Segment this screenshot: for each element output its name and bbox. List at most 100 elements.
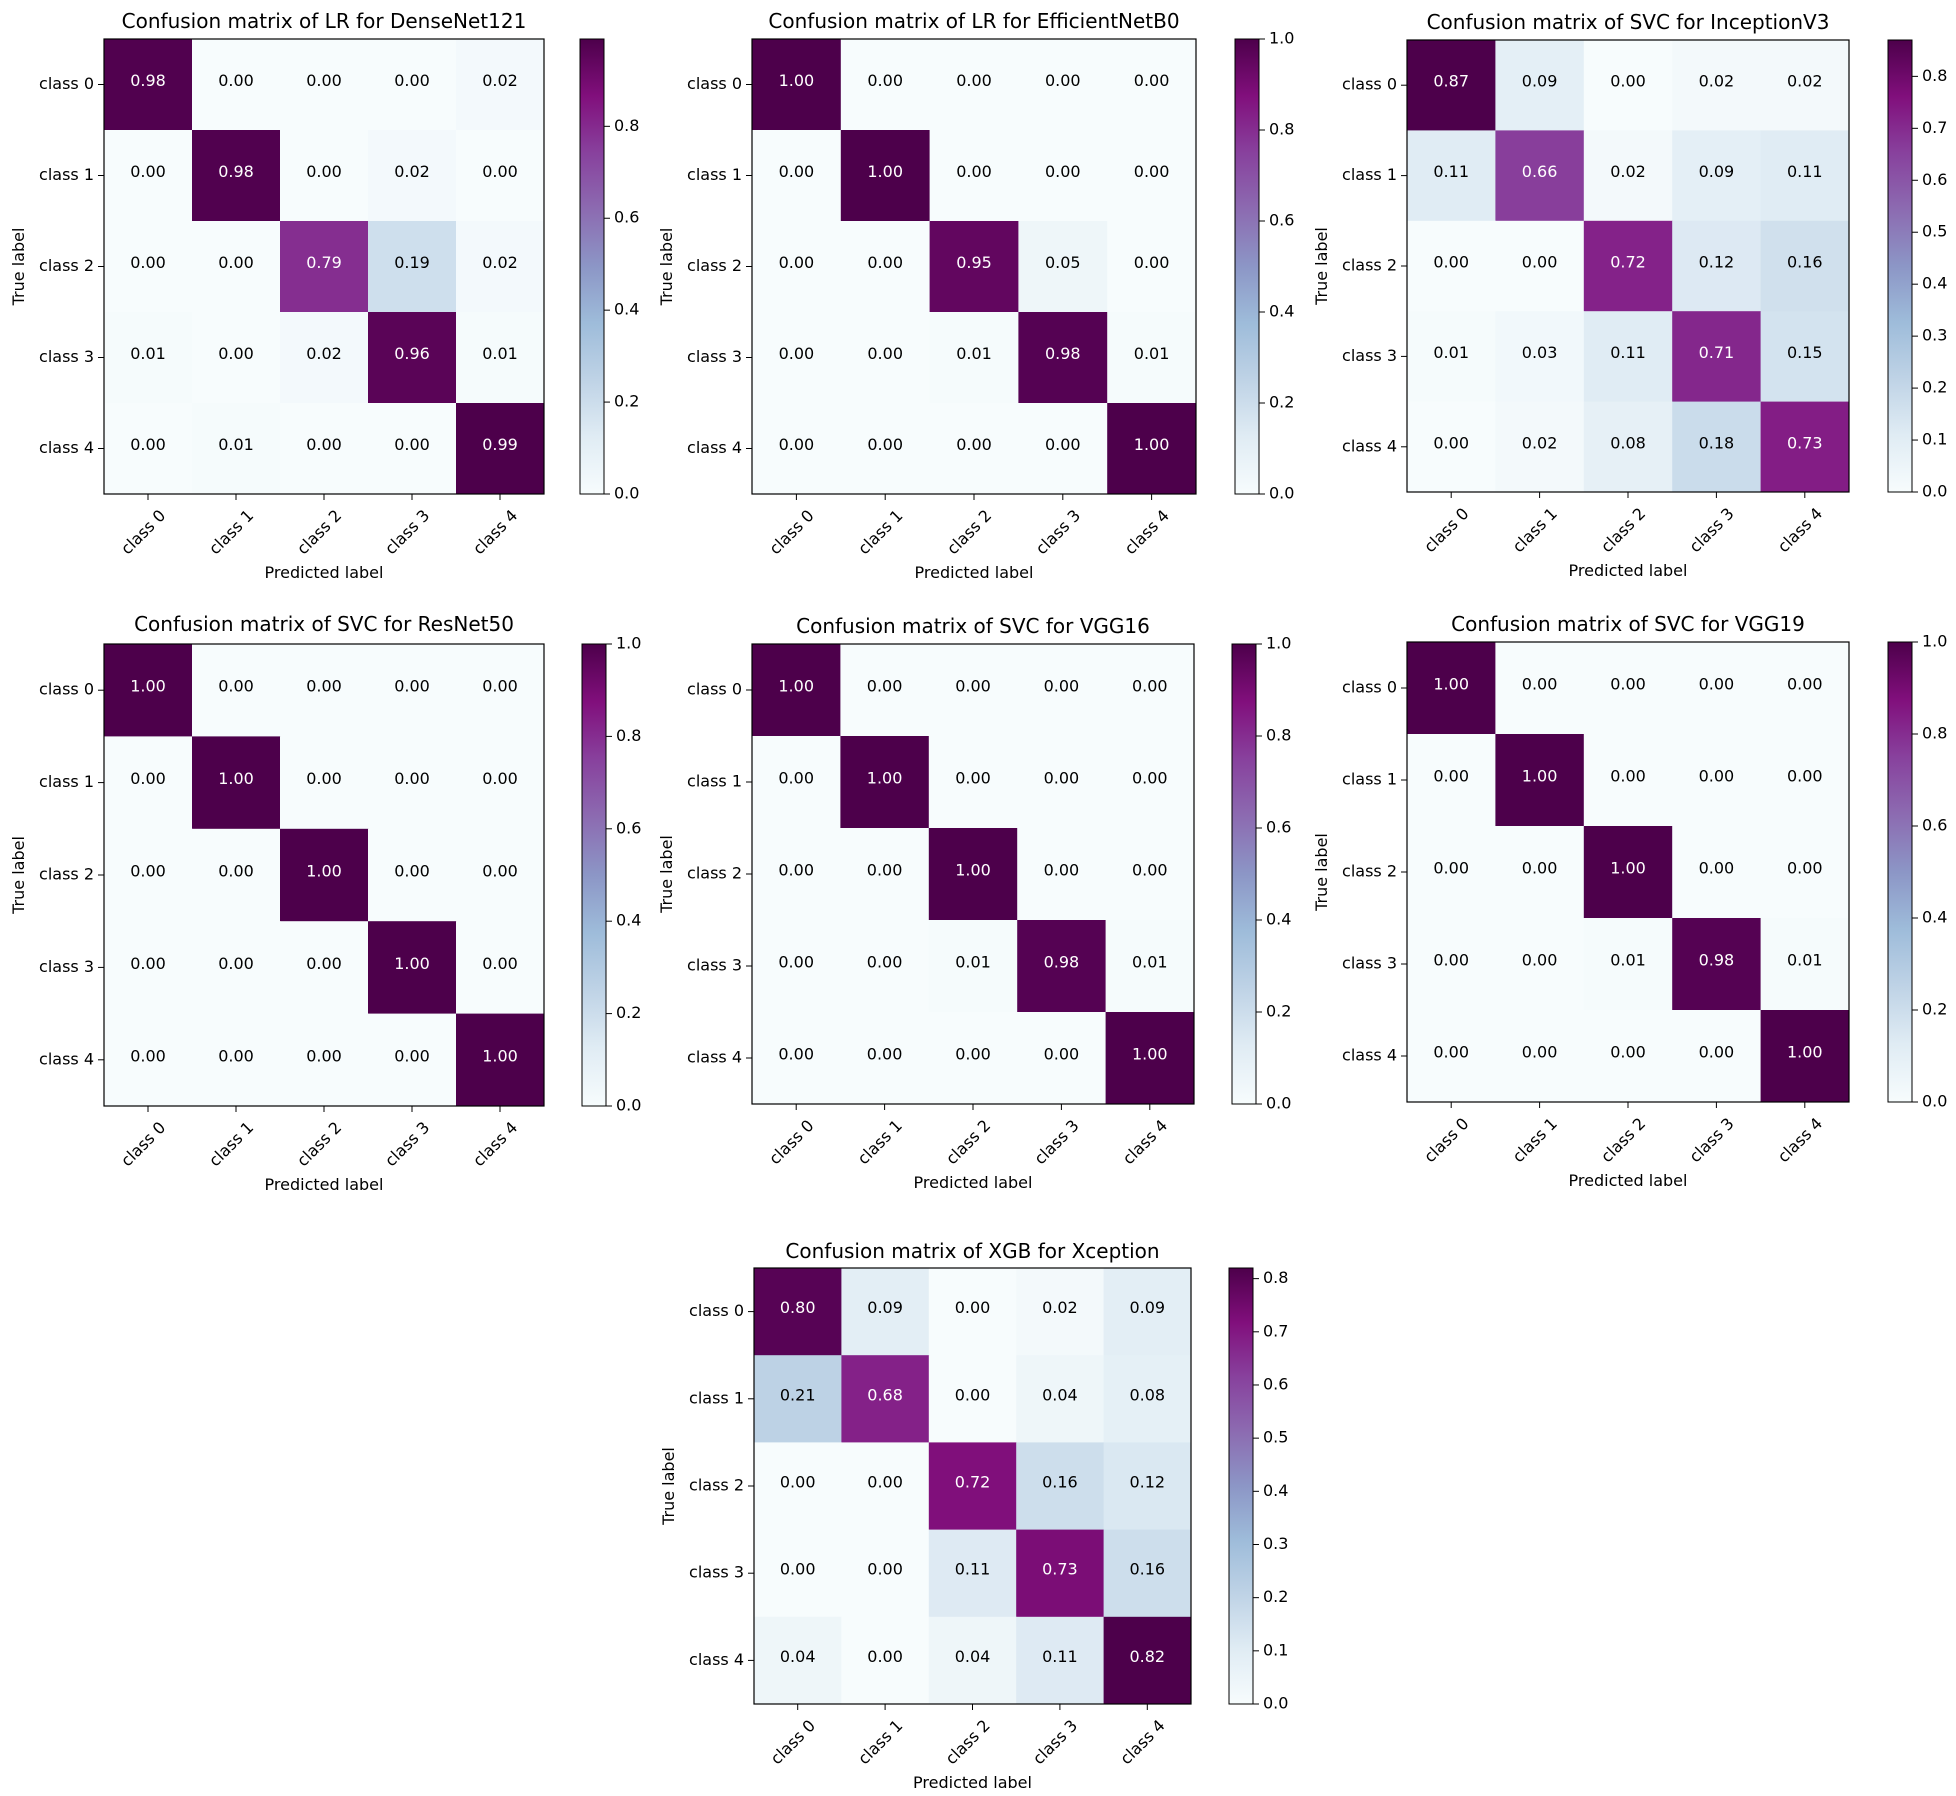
colorbar-tick-label: 0.4 [1922, 274, 1947, 293]
colorbar-tick-label: 0.2 [1922, 1000, 1947, 1019]
cell-value-label: 0.00 [1522, 951, 1558, 970]
heatmap-cell [840, 312, 931, 404]
cell-value-label: 0.19 [394, 253, 430, 272]
cell-value-label: 0.00 [218, 1046, 254, 1065]
heatmap-cell [1583, 401, 1673, 493]
cell-value-label: 0.00 [1134, 162, 1170, 181]
cell-value-label: 0.02 [1699, 72, 1735, 91]
confusion-matrix-panel: Confusion matrix of LR for EfficientNetB… [657, 9, 1294, 582]
colorbar-tick-label: 0.0 [1922, 482, 1947, 501]
colorbar-tick-label: 0.2 [616, 1003, 641, 1022]
colorbar-tick-label: 1.0 [1266, 634, 1291, 653]
heatmap-cell [1672, 311, 1762, 403]
cell-value-label: 0.00 [1787, 675, 1823, 694]
colorbar-tick-label: 0.8 [1269, 120, 1294, 139]
colorbar-tick-label: 0.2 [1922, 378, 1947, 397]
cell-value-label: 1.00 [394, 954, 430, 973]
cell-value-label: 0.00 [780, 1473, 816, 1492]
heatmap-cell [1016, 1529, 1105, 1618]
y-tick-label: class 4 [687, 438, 742, 457]
heatmap-cell [1017, 828, 1107, 921]
colorbar-tick-label: 0.6 [616, 818, 641, 837]
cell-value-label: 0.00 [1699, 767, 1735, 786]
heatmap-cell [754, 1355, 842, 1443]
cell-value-label: 0.00 [394, 1046, 430, 1065]
heatmap-cell [1760, 918, 1850, 1011]
x-tick-label: class 1 [205, 1118, 257, 1170]
cell-value-label: 0.00 [1134, 71, 1170, 90]
cell-value-label: 0.00 [1045, 435, 1081, 454]
cell-value-label: 0.00 [482, 162, 518, 181]
heatmap-cell [752, 644, 841, 737]
cell-value-label: 1.00 [482, 1046, 518, 1065]
cell-value-label: 0.00 [130, 954, 166, 973]
colorbar-tick-label: 0.5 [1922, 222, 1947, 241]
cell-value-label: 0.00 [130, 862, 166, 881]
cell-value-label: 0.00 [130, 769, 166, 788]
cell-value-label: 0.00 [1044, 769, 1080, 788]
heatmap-cell [1017, 736, 1107, 829]
cell-value-label: 0.00 [1699, 859, 1735, 878]
cell-value-label: 1.00 [306, 862, 342, 881]
y-axis-label: True label [659, 1447, 678, 1526]
heatmap-cell [368, 921, 457, 1015]
y-tick-label: class 0 [689, 1301, 744, 1320]
colorbar-tick-label: 0.4 [1922, 908, 1947, 927]
cell-value-label: 0.00 [482, 677, 518, 696]
cell-value-label: 0.00 [1699, 1043, 1735, 1062]
cell-value-label: 0.00 [482, 954, 518, 973]
heatmap-cell [1495, 826, 1585, 919]
cell-value-label: 0.04 [955, 1647, 991, 1666]
heatmap-cell [929, 403, 1019, 495]
x-tick-label: class 2 [942, 1116, 994, 1168]
heatmap-cell [1018, 39, 1108, 131]
cell-value-label: 0.00 [867, 71, 903, 90]
heatmap-cell [456, 130, 545, 222]
cell-value-label: 0.79 [306, 253, 342, 272]
cell-value-label: 0.00 [955, 677, 991, 696]
colorbar-tick-label: 0.7 [1263, 1321, 1288, 1340]
heatmap-cell [368, 644, 457, 737]
cell-value-label: 0.00 [306, 1046, 342, 1065]
cell-value-label: 0.73 [1787, 433, 1823, 452]
chart-title: Confusion matrix of LR for EfficientNetB… [768, 9, 1179, 33]
heatmap-cell [192, 312, 281, 404]
cell-value-label: 1.00 [1134, 435, 1170, 454]
heatmap-cell [104, 1013, 193, 1107]
cell-value-label: 0.02 [306, 344, 342, 363]
heatmap-cell [840, 403, 931, 495]
cell-value-label: 1.00 [867, 162, 903, 181]
heatmap-cell [192, 1013, 281, 1107]
cell-value-label: 0.00 [779, 435, 815, 454]
colorbar-tick-label: 0.2 [1263, 1587, 1288, 1606]
heatmap-cell [928, 1012, 1018, 1105]
cell-value-label: 0.00 [1522, 675, 1558, 694]
x-tick-label: class 2 [1597, 1114, 1649, 1166]
colorbar-tick-label: 0.8 [1922, 724, 1947, 743]
heatmap-cell [280, 1013, 369, 1107]
heatmap-cell [280, 828, 369, 922]
heatmap-cell [456, 221, 545, 313]
colorbar-tick-label: 0.8 [1922, 66, 1947, 85]
heatmap-cell [192, 736, 281, 830]
confusion-matrix-panel: Confusion matrix of XGB for Xception0.80… [659, 1239, 1288, 1792]
heatmap-cell [928, 828, 1018, 921]
cell-value-label: 0.04 [780, 1647, 816, 1666]
heatmap-cell [280, 736, 369, 830]
heatmap-cell [104, 736, 193, 830]
cell-value-label: 0.00 [130, 435, 166, 454]
heatmap-cell [841, 1529, 930, 1618]
cell-value-label: 0.00 [394, 862, 430, 881]
y-tick-label: class 0 [39, 74, 94, 93]
y-tick-label: class 4 [689, 1650, 744, 1669]
x-tick-label: class 1 [205, 506, 257, 558]
cell-value-label: 0.01 [956, 344, 992, 363]
heatmap-cell [840, 644, 930, 737]
heatmap-cell [1105, 736, 1195, 829]
colorbar-tick-label: 0.8 [614, 116, 639, 135]
heatmap-cell [752, 130, 842, 222]
y-tick-label: class 4 [39, 438, 94, 457]
cell-value-label: 0.00 [956, 435, 992, 454]
heatmap-cell [1407, 401, 1496, 493]
cell-value-label: 0.82 [1129, 1647, 1165, 1666]
